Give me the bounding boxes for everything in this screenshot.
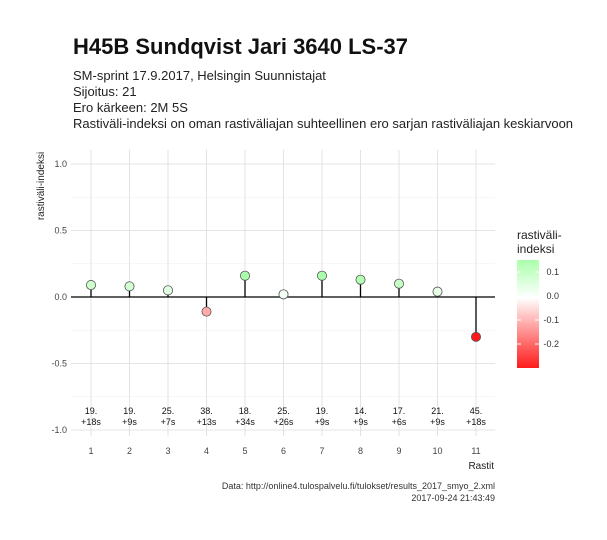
data-point — [201, 306, 212, 317]
y-tick-label: 0.5 — [54, 226, 67, 236]
x-tick-label: 6 — [281, 446, 286, 456]
point-label-diff: +18s — [466, 417, 486, 427]
legend-label: 0.0 — [546, 291, 559, 301]
point-label-rank: 19. — [85, 406, 98, 416]
point-label-rank: 21. — [431, 406, 444, 416]
x-tick-label: 2 — [127, 446, 132, 456]
data-point — [432, 286, 443, 297]
data-point — [278, 289, 289, 300]
x-tick-label: 11 — [471, 446, 480, 456]
point-label-rank: 19. — [316, 406, 329, 416]
point-label-diff: +9s — [353, 417, 368, 427]
point-label-diff: +9s — [430, 417, 445, 427]
x-tick-label: 8 — [358, 446, 363, 456]
x-tick-label: 5 — [242, 446, 247, 456]
x-tick-label: 4 — [204, 446, 209, 456]
point-label-diff: +26s — [274, 417, 294, 427]
point-label-diff: +34s — [235, 417, 255, 427]
x-tick-label: 3 — [165, 446, 170, 456]
y-tick-label: -0.5 — [51, 359, 67, 369]
point-label-diff: +6s — [392, 417, 407, 427]
legend: rastiväli- indeksi 0.1 0.0 -0.1 -0.2 — [517, 228, 562, 368]
point-label-diff: +9s — [122, 417, 137, 427]
x-axis-label: Rastit — [468, 461, 494, 472]
x-tick-label: 7 — [319, 446, 324, 456]
data-point — [470, 331, 481, 342]
point-label-rank: 17. — [393, 406, 406, 416]
point-label-diff: +18s — [81, 417, 101, 427]
y-tick-label: -1.0 — [51, 425, 67, 435]
y-axis-label: rastiväli-indeksi — [36, 152, 47, 220]
point-label-diff: +13s — [197, 417, 217, 427]
point-label-rank: 25. — [162, 406, 175, 416]
chart-title: H45B Sundqvist Jari 3640 LS-37 — [73, 34, 409, 59]
x-tick-label: 9 — [396, 446, 401, 456]
data-point — [124, 281, 135, 292]
data-point — [239, 270, 250, 281]
data-point — [393, 278, 404, 289]
data-point — [316, 270, 327, 281]
legend-label: 0.1 — [546, 267, 559, 277]
legend-colorbar — [517, 260, 539, 368]
axis-ticks: -1.0 -0.5 0.0 0.5 1.0 1 2 3 4 5 6 7 8 9 10 11 — [51, 159, 480, 456]
y-tick-label: 0.0 — [54, 292, 67, 302]
point-label-rank: 25. — [277, 406, 290, 416]
legend-label: -0.1 — [543, 315, 559, 325]
legend-label: -0.2 — [543, 339, 559, 349]
subtitle-gap: Ero kärkeen: 2M 5S — [73, 100, 188, 115]
subtitle-description: Rastiväli-indeksi on oman rastiväliajan … — [73, 116, 574, 131]
y-tick-label: 1.0 — [54, 159, 67, 169]
legend-title-line2: indeksi — [517, 242, 554, 256]
point-label-diff: +9s — [315, 417, 330, 427]
data-point — [162, 285, 173, 296]
chart-marks: 19.+18s19.+9s25.+7s38.+13s18.+34s25.+26s… — [81, 270, 486, 427]
x-tick-label: 10 — [432, 446, 442, 456]
point-label-diff: +7s — [161, 417, 176, 427]
point-label-rank: 45. — [470, 406, 483, 416]
subtitle-placement: Sijoitus: 21 — [73, 84, 137, 99]
point-label-rank: 38. — [200, 406, 213, 416]
caption-source: Data: http://online4.tulospalvelu.fi/tul… — [221, 481, 495, 491]
subtitle-event: SM-sprint 17.9.2017, Helsingin Suunnista… — [73, 68, 326, 83]
legend-title-line1: rastiväli- — [517, 228, 562, 242]
point-label-rank: 19. — [123, 406, 136, 416]
x-tick-label: 1 — [88, 446, 93, 456]
data-point — [355, 274, 366, 285]
point-label-rank: 14. — [354, 406, 367, 416]
point-label-rank: 18. — [239, 406, 252, 416]
caption-timestamp: 2017-09-24 21:43:49 — [411, 493, 495, 503]
data-point — [86, 280, 97, 291]
